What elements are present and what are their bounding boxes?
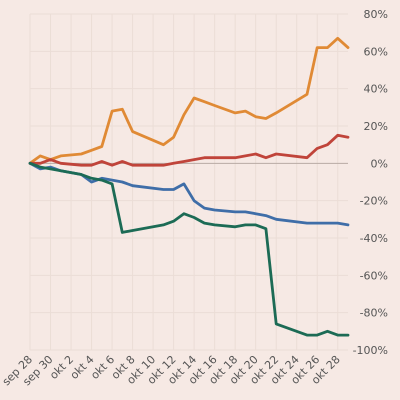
y-tick-label: -60%: [360, 269, 388, 282]
y-tick-label: -100%: [353, 344, 388, 357]
y-tick-label: 0%: [371, 157, 388, 170]
series-line-2: [28, 133, 350, 167]
y-tick-label: -40%: [360, 232, 388, 245]
y-tick-label: -80%: [360, 307, 388, 320]
y-tick-label: 20%: [364, 120, 388, 133]
y-tick-label: 80%: [364, 8, 388, 21]
series-lines: [28, 36, 350, 337]
series-line-4: [28, 161, 350, 337]
y-tick-label: -20%: [360, 195, 388, 208]
series-line-1: [28, 36, 350, 165]
grid: [29, 13, 348, 351]
y-tick-label: 40%: [364, 83, 388, 96]
y-axis-labels: 80% 60% 40% 20% 0% -20% -40% -60% -80% -100%: [353, 8, 388, 357]
y-tick-label: 60%: [364, 45, 388, 58]
